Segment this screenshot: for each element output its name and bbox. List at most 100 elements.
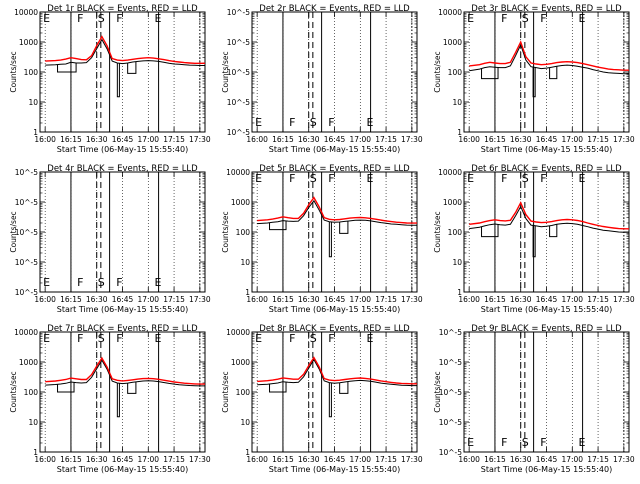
x-tick-label: 16:00: [34, 295, 56, 304]
x-tick-label: 16:45: [112, 455, 134, 464]
x-tick-label: 17:15: [587, 295, 609, 304]
x-axis-label: Start Time (06-May-15 15:55:40): [269, 465, 400, 474]
y-tick-label: 100: [448, 68, 463, 77]
x-tick-label: 16:30: [86, 455, 108, 464]
panel-det-9: Det 9r BLACK = Events, RED = LLD 10^-5 10^…: [433, 324, 635, 474]
y-tick-label: 10000: [438, 168, 462, 177]
panel-det-3: Det 3r BLACK = Events, RED = LLD 1 10 100 10…: [433, 4, 635, 154]
x-tick-label: 16:45: [112, 135, 134, 144]
panel-title: Det 5r BLACK = Events, RED = LLD: [259, 164, 410, 174]
x-tick-label: 17:15: [375, 455, 397, 464]
y-tick-label: 10: [28, 98, 38, 107]
events-dip-segment: [116, 62, 120, 98]
y-tick-label: 10^-5: [15, 288, 39, 297]
events-dip-segment: [549, 66, 558, 80]
lld-series-line: [45, 35, 205, 64]
events-dip-segment: [127, 381, 137, 394]
x-tick-label: 16:30: [86, 295, 108, 304]
panel-title: Det 1r BLACK = Events, RED = LLD: [47, 4, 198, 14]
events-series-line: [257, 358, 417, 387]
y-axis-label: Counts/sec: [221, 51, 230, 92]
x-tick-label: 17:00: [349, 295, 371, 304]
y-tick-label: 10^-5: [227, 8, 251, 17]
x-axis-label: Start Time (06-May-15 15:55:40): [57, 465, 188, 474]
x-tick-label: 17:30: [401, 295, 423, 304]
events-series-line: [469, 205, 629, 233]
interval-marker-label: S: [522, 172, 529, 185]
x-tick-label: 17:30: [401, 455, 423, 464]
x-tick-label: 17:00: [561, 295, 583, 304]
y-tick-label: 10: [452, 98, 462, 107]
x-tick-label: 17:30: [401, 135, 423, 144]
lld-series-line: [469, 40, 629, 71]
y-tick-label: 10^-5: [439, 328, 463, 337]
y-tick-label: 10^-5: [227, 128, 251, 137]
y-tick-label: 10000: [226, 168, 250, 177]
x-tick-label: 16:15: [272, 135, 294, 144]
interval-marker-label: S: [522, 12, 529, 25]
y-tick-label: 10^-5: [227, 38, 251, 47]
y-tick-label: 10^-5: [15, 168, 39, 177]
x-tick-label: 16:45: [536, 455, 558, 464]
x-tick-label: 16:15: [60, 295, 82, 304]
x-tick-label: 16:30: [298, 295, 320, 304]
y-tick-label: 10^-5: [227, 98, 251, 107]
x-tick-label: 17:00: [137, 295, 159, 304]
x-axis-label: Start Time (06-May-15 15:55:40): [269, 305, 400, 314]
interval-marker-label: F: [116, 332, 122, 345]
y-tick-label: 1000: [231, 198, 250, 207]
x-tick-label: 17:15: [375, 135, 397, 144]
y-tick-label: 100: [24, 68, 39, 77]
interval-marker-label: E: [578, 436, 585, 449]
x-tick-label: 16:00: [34, 455, 56, 464]
interval-marker-label: E: [255, 172, 262, 185]
x-tick-label: 16:15: [484, 135, 506, 144]
events-dip-segment: [269, 220, 287, 231]
interval-marker-label: F: [289, 172, 295, 185]
interval-marker-label: F: [289, 116, 295, 129]
interval-marker-label: E: [578, 172, 585, 185]
y-tick-label: 1: [245, 448, 250, 457]
panel-title: Det 8r BLACK = Events, RED = LLD: [259, 324, 410, 334]
interval-marker-label: F: [77, 332, 83, 345]
x-tick-label: 16:45: [324, 135, 346, 144]
lld-series-line: [257, 356, 417, 385]
x-tick-label: 16:00: [458, 295, 480, 304]
y-tick-label: 10^-5: [439, 448, 463, 457]
x-tick-label: 16:30: [86, 135, 108, 144]
interval-marker-label: F: [328, 116, 334, 129]
x-tick-label: 17:30: [613, 295, 635, 304]
panel-det-4: Det 4r BLACK = Events, RED = LLD 10^-5 10^…: [9, 164, 211, 314]
x-tick-label: 16:30: [510, 295, 532, 304]
interval-marker-label: E: [255, 116, 262, 129]
interval-marker-label: E: [154, 12, 161, 25]
interval-marker-label: E: [43, 12, 50, 25]
x-tick-label: 17:30: [189, 455, 211, 464]
panel-title: Det 6r BLACK = Events, RED = LLD: [471, 164, 622, 174]
x-tick-label: 17:00: [137, 455, 159, 464]
panel-det-2: Det 2r BLACK = Events, RED = LLD 10^-5 10^…: [221, 4, 423, 154]
interval-marker-label: E: [255, 332, 262, 345]
x-tick-label: 17:00: [561, 455, 583, 464]
x-tick-label: 16:45: [324, 295, 346, 304]
x-tick-label: 16:00: [458, 135, 480, 144]
y-axis-label: Counts/sec: [9, 211, 18, 252]
interval-marker-label: S: [98, 332, 105, 345]
y-tick-label: 100: [236, 388, 251, 397]
y-tick-label: 10: [28, 418, 38, 427]
y-tick-label: 10^-5: [439, 418, 463, 427]
events-dip-segment: [328, 221, 332, 258]
y-tick-label: 10^-5: [227, 68, 251, 77]
x-tick-label: 17:30: [613, 135, 635, 144]
interval-marker-label: E: [467, 12, 474, 25]
interval-marker-label: E: [366, 172, 373, 185]
interval-marker-label: E: [467, 436, 474, 449]
y-axis-label: Counts/sec: [433, 371, 442, 412]
interval-marker-label: S: [522, 436, 529, 449]
x-tick-label: 16:45: [536, 135, 558, 144]
x-tick-label: 16:00: [246, 455, 268, 464]
y-tick-label: 1000: [443, 38, 462, 47]
y-tick-label: 1000: [19, 358, 38, 367]
y-tick-label: 100: [448, 228, 463, 237]
